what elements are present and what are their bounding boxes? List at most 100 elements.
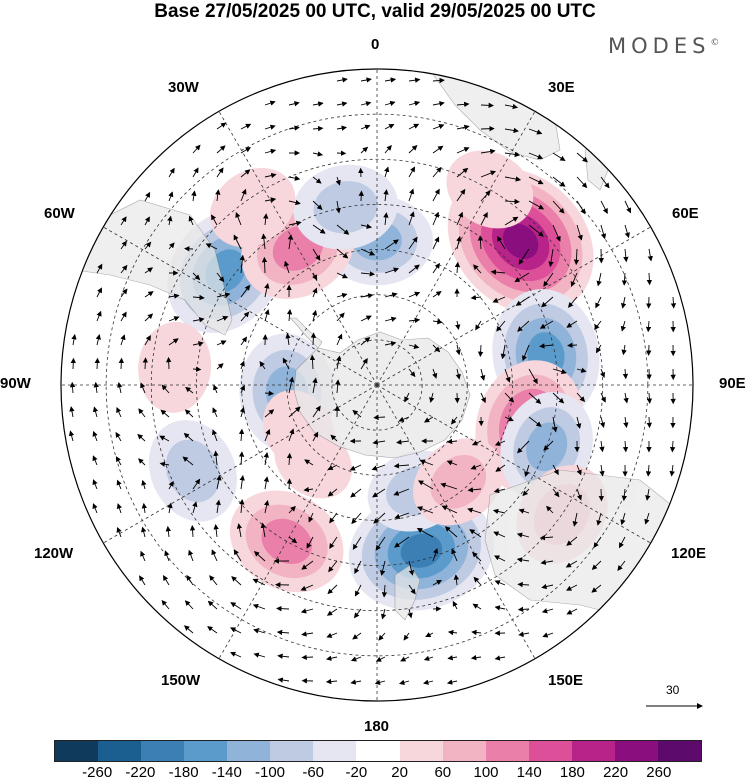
wind-vector bbox=[528, 128, 543, 135]
wind-vector bbox=[620, 296, 627, 309]
wind-vector bbox=[595, 344, 602, 354]
colorbar-tick-label: -60 bbox=[302, 764, 325, 781]
wind-vector bbox=[304, 459, 314, 466]
lon-label-60e: 60E bbox=[672, 205, 699, 222]
wind-vector bbox=[596, 512, 602, 526]
wind-vector bbox=[517, 440, 530, 454]
wind-vector bbox=[432, 547, 439, 562]
wind-vector bbox=[432, 124, 445, 130]
meridian-line bbox=[103, 226, 378, 386]
wind-vector bbox=[455, 368, 461, 380]
wind-vector bbox=[288, 428, 295, 442]
lon-label-0: 0 bbox=[371, 36, 380, 53]
lon-label-90w: 90W bbox=[0, 375, 31, 392]
wind-vector bbox=[408, 236, 418, 250]
wind-vector bbox=[360, 357, 368, 370]
wind-vector bbox=[312, 431, 319, 442]
wind-vector bbox=[552, 392, 565, 404]
wind-vector bbox=[669, 440, 676, 453]
wind-vector bbox=[301, 654, 314, 660]
wind-vector bbox=[432, 166, 442, 178]
wind-vector bbox=[312, 377, 318, 394]
meridian-line bbox=[218, 111, 378, 386]
wind-vector bbox=[164, 550, 170, 562]
wind-vector bbox=[446, 438, 458, 445]
wind-vector bbox=[352, 409, 362, 418]
wind-vector bbox=[467, 487, 482, 493]
wind-vector bbox=[399, 679, 410, 685]
wind-vector bbox=[645, 320, 652, 333]
wind-vector bbox=[416, 506, 434, 514]
wind-vector bbox=[408, 343, 420, 349]
wind-vector bbox=[209, 575, 218, 586]
wind-vector bbox=[120, 240, 127, 250]
wind-vector bbox=[472, 551, 482, 562]
wind-vector bbox=[452, 600, 458, 610]
wind-vector bbox=[514, 272, 530, 283]
wind-vector bbox=[95, 334, 101, 346]
wind-vector bbox=[264, 283, 270, 298]
wind-vector bbox=[168, 293, 180, 299]
wind-vector bbox=[408, 211, 415, 226]
colorbar-swatch bbox=[141, 741, 185, 761]
wind-vector bbox=[644, 512, 650, 525]
wind-vector bbox=[288, 505, 296, 514]
brand-logo: MODES© bbox=[608, 34, 719, 58]
wind-vector bbox=[329, 536, 338, 549]
wind-vector bbox=[183, 432, 194, 442]
wind-vector bbox=[393, 488, 410, 496]
colorbar-swatch bbox=[399, 741, 443, 761]
wind-vector bbox=[432, 291, 442, 298]
latitude-circle bbox=[331, 339, 423, 431]
wind-vector bbox=[336, 125, 347, 131]
wind-vector bbox=[408, 584, 416, 595]
wind-vector bbox=[162, 575, 170, 586]
wind-vector bbox=[116, 526, 122, 538]
wind-vector bbox=[548, 248, 554, 268]
wind-vector bbox=[394, 536, 410, 548]
wind-vector bbox=[312, 200, 323, 210]
wind-vector bbox=[288, 125, 300, 131]
wind-vector bbox=[238, 428, 245, 442]
wind-vector bbox=[471, 440, 482, 446]
wind-vector bbox=[350, 679, 362, 685]
wind-vector bbox=[441, 505, 458, 514]
wind-vector bbox=[96, 287, 102, 298]
wind-vector bbox=[300, 584, 314, 591]
wind-vector bbox=[144, 216, 150, 226]
colorbar-swatch bbox=[313, 741, 357, 761]
wind-vector bbox=[591, 560, 602, 570]
colorbar-tick-label: 100 bbox=[473, 764, 499, 781]
wind-vector bbox=[475, 320, 482, 331]
wind-vector bbox=[453, 574, 460, 586]
wind-vector bbox=[408, 188, 415, 202]
wind-vector bbox=[360, 77, 372, 83]
wind-vector bbox=[260, 522, 266, 538]
wind-vector bbox=[216, 145, 226, 154]
wind-vector bbox=[240, 384, 245, 394]
wind-vector bbox=[230, 602, 242, 610]
wind-vector bbox=[168, 242, 175, 250]
chart-title: Base 27/05/2025 00 UTC, valid 29/05/2025… bbox=[154, 1, 596, 22]
colorbar-tick-label: 60 bbox=[434, 764, 452, 781]
wind-vector bbox=[325, 678, 338, 685]
wind-vector bbox=[570, 272, 578, 288]
wind-vector bbox=[576, 416, 582, 429]
wind-vector bbox=[188, 549, 194, 562]
wind-vector bbox=[144, 335, 151, 346]
wind-vector bbox=[188, 215, 194, 226]
wind-vector bbox=[184, 600, 194, 610]
wind-vector bbox=[205, 243, 218, 250]
wind-vector bbox=[576, 176, 588, 189]
wind-vector bbox=[471, 629, 482, 636]
wind-vector bbox=[470, 464, 482, 470]
wind-vector bbox=[432, 262, 440, 274]
wind-vector bbox=[192, 272, 201, 281]
wind-vector bbox=[140, 550, 146, 562]
wind-vector bbox=[213, 523, 219, 538]
wind-vector bbox=[477, 344, 484, 358]
wind-vector bbox=[552, 200, 565, 214]
wind-vector bbox=[620, 512, 626, 526]
wind-vector bbox=[253, 652, 266, 658]
wind-vector bbox=[492, 508, 506, 515]
